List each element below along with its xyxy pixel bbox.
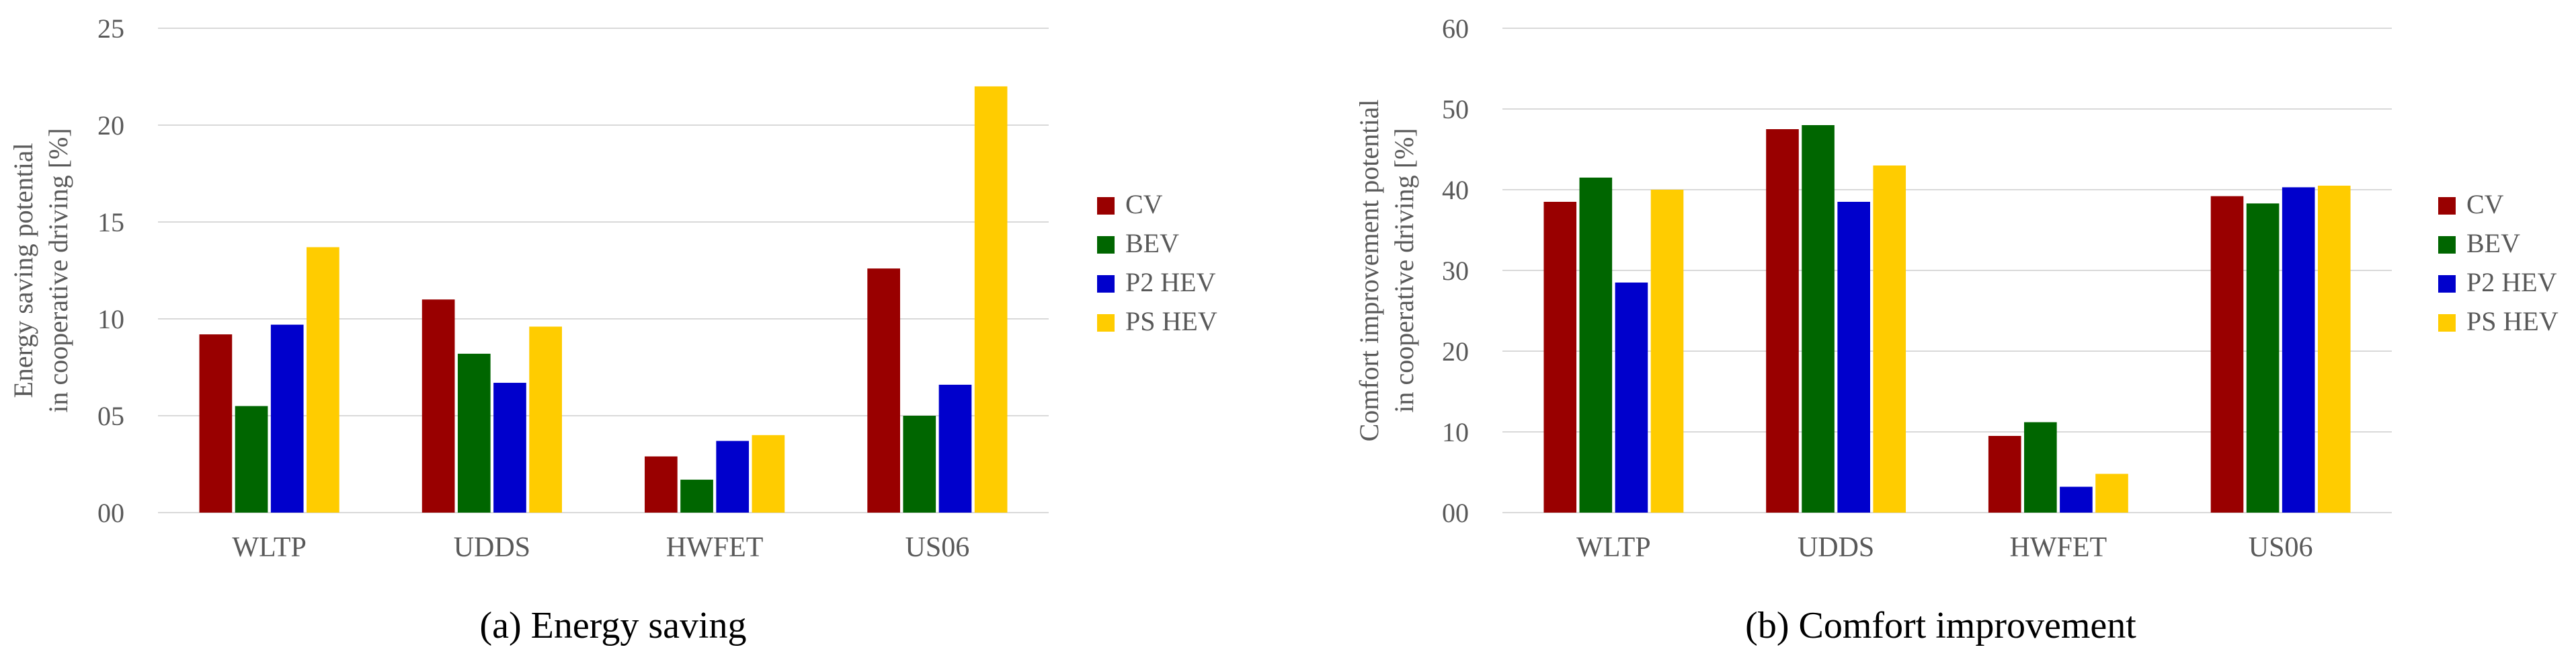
bar-hwfet-ps-hev xyxy=(752,435,785,513)
chart-energy-saving: 00 05 10 15 20 25 Energy saving potential in co… xyxy=(8,13,1217,646)
y-tick-label: 10 xyxy=(97,304,124,334)
bar-hwfet-bev xyxy=(680,480,713,513)
bar-udds-bev xyxy=(457,353,491,513)
y-tick-label: 00 xyxy=(97,498,124,528)
bar-hwfet-cv xyxy=(1988,436,2021,513)
bar-us06-cv xyxy=(867,268,900,513)
y-tick-label: 20 xyxy=(97,110,124,141)
bar-wltp-bev xyxy=(1579,178,1613,513)
bar-wltp-p2-hev xyxy=(1615,283,1648,513)
bar-udds-bev xyxy=(1802,125,1835,513)
y-tick-label: 25 xyxy=(97,13,124,44)
legend-label: PS HEV xyxy=(2466,306,2559,336)
y-axis-label-line: Energy saving potential xyxy=(8,143,38,398)
legend-label: PS HEV xyxy=(1125,306,1217,336)
bar-wltp-ps-hev xyxy=(1650,190,1684,513)
bar-wltp-bev xyxy=(235,406,268,513)
bar-us06-cv xyxy=(2210,196,2244,513)
bar-hwfet-p2-hev xyxy=(2060,486,2093,513)
x-tick-label: WLTP xyxy=(232,532,306,563)
x-tick-label: US06 xyxy=(905,532,970,563)
y-tick-label: 10 xyxy=(1442,417,1469,447)
legend-label: CV xyxy=(1125,189,1163,219)
legend-swatch xyxy=(1097,275,1115,293)
bar-udds-p2-hev xyxy=(1837,202,1870,513)
y-tick-label: 05 xyxy=(97,401,124,431)
bar-udds-ps-hev xyxy=(1873,165,1906,513)
legend-label: CV xyxy=(2466,189,2504,219)
bar-us06-bev xyxy=(2246,203,2280,513)
y-axis-label: Comfort improvement potential in cooperat… xyxy=(1354,100,1419,442)
legend-swatch xyxy=(1097,197,1115,215)
legend-label: P2 HEV xyxy=(1125,267,1216,297)
legend-swatch xyxy=(1097,314,1115,332)
bar-us06-ps-hev xyxy=(2317,186,2351,513)
bar-wltp-p2-hev xyxy=(270,324,304,513)
y-axis-label-line: in cooperative driving [%] xyxy=(1389,128,1419,412)
bar-hwfet-p2-hev xyxy=(716,441,750,513)
y-tick-label: 20 xyxy=(1442,336,1469,367)
legend-swatch xyxy=(2438,236,2456,254)
bar-hwfet-cv xyxy=(645,456,678,513)
bar-hwfet-ps-hev xyxy=(2095,474,2128,513)
bar-udds-cv xyxy=(421,299,455,513)
legend-swatch xyxy=(2438,275,2456,293)
bar-udds-ps-hev xyxy=(529,326,562,513)
chart-caption: (a) Energy saving xyxy=(479,605,746,646)
y-tick-label: 30 xyxy=(1442,256,1469,286)
x-tick-label: UDDS xyxy=(1798,532,1874,563)
bar-wltp-ps-hev xyxy=(307,247,339,513)
y-tick-label: 50 xyxy=(1442,94,1469,124)
y-axis-label-line: in cooperative driving [%] xyxy=(43,128,73,412)
y-axis-label-line: Comfort improvement potential xyxy=(1354,100,1384,442)
legend-swatch xyxy=(1097,236,1115,254)
x-tick-label: US06 xyxy=(2249,532,2313,563)
chart-caption: (b) Comfort improvement xyxy=(1745,605,2136,646)
legend-label: P2 HEV xyxy=(2466,267,2557,297)
bar-us06-p2-hev xyxy=(2282,187,2315,513)
bar-udds-p2-hev xyxy=(493,383,526,513)
y-tick-label: 00 xyxy=(1442,498,1469,528)
bar-us06-p2-hev xyxy=(938,384,972,513)
y-tick-label: 15 xyxy=(97,207,124,237)
legend-swatch xyxy=(2438,314,2456,332)
x-tick-label: HWFET xyxy=(2010,532,2107,563)
bar-us06-ps-hev xyxy=(974,86,1008,513)
bar-hwfet-bev xyxy=(2024,422,2057,513)
x-tick-label: UDDS xyxy=(454,532,530,563)
legend-label: BEV xyxy=(2466,228,2520,258)
bar-wltp-cv xyxy=(1543,202,1577,513)
x-tick-label: HWFET xyxy=(666,532,764,563)
bar-wltp-cv xyxy=(199,334,233,513)
y-tick-label: 40 xyxy=(1442,175,1469,205)
x-tick-label: WLTP xyxy=(1576,532,1650,563)
legend-label: BEV xyxy=(1125,228,1179,258)
bar-us06-bev xyxy=(903,416,936,513)
legend-swatch xyxy=(2438,197,2456,215)
bar-udds-cv xyxy=(1766,129,1799,513)
y-axis-label: Energy saving potential in cooperative dr… xyxy=(8,128,73,412)
y-tick-label: 60 xyxy=(1442,13,1469,44)
chart-comfort-improvement: 00 10 20 30 40 50 60 Comfort improvement potent… xyxy=(1354,13,2559,646)
